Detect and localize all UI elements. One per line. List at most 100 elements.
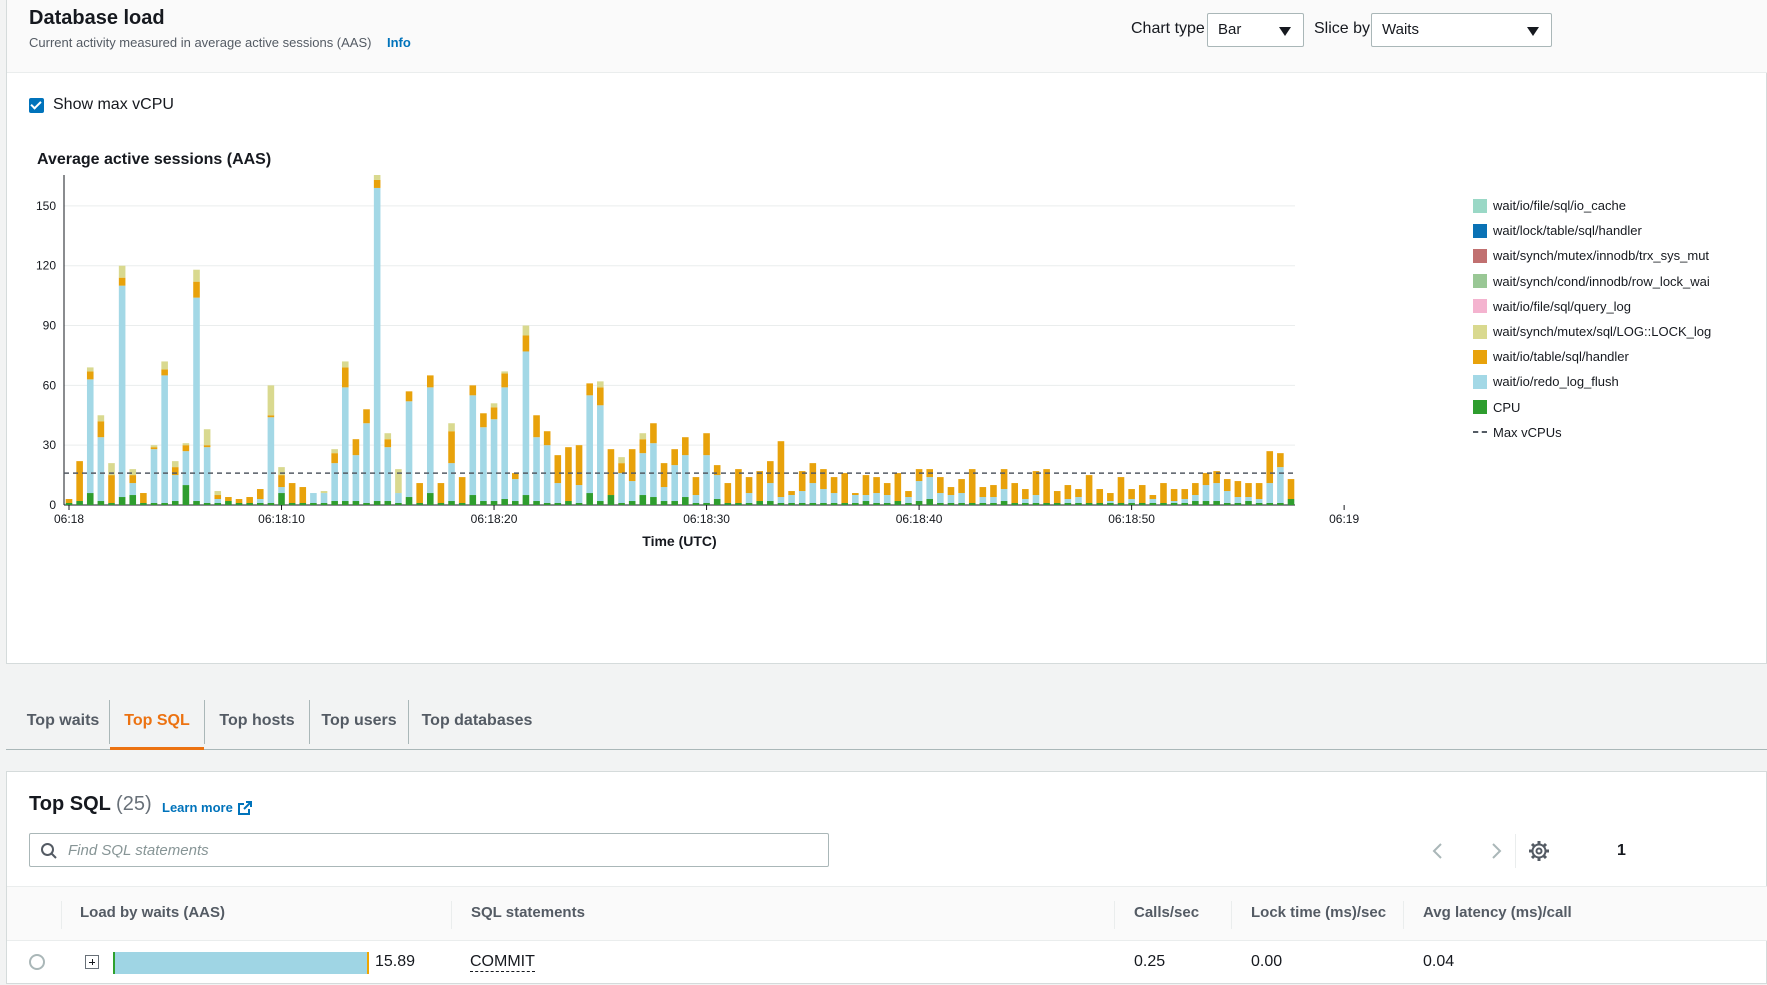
bar-segment-cpu: [1170, 503, 1178, 505]
bar-segment-redo-log-flush: [937, 493, 944, 504]
bar-segment-redo-log-flush: [522, 351, 530, 496]
bar-segment-lock-log: [171, 461, 179, 468]
bar-segment-redo-log-flush: [554, 483, 562, 504]
column-load-by-waits[interactable]: Load by waits (AAS): [80, 904, 226, 921]
sql-statement-link[interactable]: COMMIT: [470, 953, 535, 972]
previous-page-icon[interactable]: [1431, 841, 1445, 861]
external-link-icon: [237, 800, 252, 815]
tab-top-sql[interactable]: Top SQL: [110, 700, 204, 750]
legend-item[interactable]: wait/lock/table/sql/handler: [1473, 218, 1763, 243]
bar-segment-table-handler: [76, 461, 83, 502]
bar-segment-lock-log: [320, 491, 328, 494]
bar-segment-table-handler: [639, 439, 647, 454]
bar-segment-redo-log-flush: [575, 485, 583, 504]
legend-label: wait/synch/mutex/innodb/trx_sys_mut: [1493, 248, 1710, 264]
bar-segment-cpu: [937, 503, 944, 505]
legend-item[interactable]: wait/io/file/sql/query_log: [1473, 294, 1763, 319]
bar-segment-cpu: [1223, 503, 1231, 505]
gear-icon[interactable]: [1528, 840, 1550, 862]
bar-segment-cpu: [745, 503, 753, 505]
tab-top-databases[interactable]: Top databases: [421, 712, 533, 729]
show-max-vcpu-row[interactable]: Show max vCPU: [29, 96, 174, 114]
bar-segment-cpu: [490, 501, 498, 505]
bar-segment-cpu: [171, 501, 179, 505]
x-axis-title: Time (UTC): [642, 533, 716, 549]
legend-item[interactable]: wait/synch/mutex/innodb/trx_sys_mut: [1473, 243, 1763, 268]
bar-segment-redo-log-flush: [533, 437, 540, 502]
show-max-vcpu-checkbox[interactable]: [29, 97, 44, 113]
learn-more-link[interactable]: Learn more: [162, 800, 252, 815]
legend-item[interactable]: wait/io/file/sql/io_cache: [1473, 193, 1763, 218]
bar-segment-table-handler: [830, 477, 838, 494]
sql-search-input[interactable]: [66, 834, 816, 866]
bar-segment-cpu: [628, 501, 636, 505]
bar-segment-redo-log-flush: [267, 417, 275, 504]
bar-segment-lock-log: [501, 371, 508, 374]
bar-segment-lock-log: [267, 385, 275, 416]
legend-label: Max vCPUs: [1493, 424, 1562, 440]
bar-segment-cpu: [97, 501, 105, 505]
top-dimension-tabs: Top waits Top SQL Top hosts Top users To…: [6, 672, 1767, 750]
next-page-icon[interactable]: [1489, 841, 1503, 861]
bar-segment-table-handler: [1170, 489, 1178, 502]
legend-item[interactable]: wait/io/redo_log_flush: [1473, 369, 1763, 394]
table-row[interactable]: 15.89 COMMIT 0.25 0.00 0.04: [7, 941, 1767, 985]
bar-segment-cpu: [235, 503, 243, 505]
bar-segment-table-handler: [225, 497, 232, 502]
bar-segment-table-handler: [501, 373, 508, 388]
bar-segment-table-handler: [1117, 477, 1125, 504]
bar-segment-redo-log-flush: [682, 455, 689, 498]
legend-item[interactable]: wait/synch/mutex/sql/LOG::LOCK_log: [1473, 319, 1763, 344]
slice-by-select[interactable]: Waits: [1371, 13, 1552, 47]
bar-segment-cpu: [979, 503, 987, 505]
tab-top-users[interactable]: Top users: [321, 712, 397, 729]
bar-segment-table-handler: [1160, 483, 1167, 504]
bar-segment-cpu: [767, 501, 774, 505]
legend-item-max-vcpus[interactable]: Max vCPUs: [1473, 420, 1763, 445]
chart-legend: wait/io/file/sql/io_cache wait/lock/table…: [1473, 193, 1763, 445]
bar-segment-redo-log-flush: [926, 477, 934, 500]
info-link[interactable]: Info: [387, 35, 411, 50]
legend-item[interactable]: wait/synch/cond/innodb/row_lock_wai: [1473, 269, 1763, 294]
column-avg-latency[interactable]: Avg latency (ms)/call: [1423, 904, 1572, 921]
bar-segment-cpu: [618, 503, 625, 505]
bar-segment-cpu: [1213, 501, 1220, 505]
bar-segment-redo-log-flush: [767, 483, 774, 502]
bar-segment-table-handler: [745, 477, 753, 494]
caret-down-icon: [1279, 27, 1291, 36]
bar-segment-cpu: [724, 503, 732, 505]
bar-segment-cpu: [692, 503, 700, 505]
bar-segment-table-handler: [575, 445, 583, 486]
legend-item[interactable]: wait/io/table/sql/handler: [1473, 344, 1763, 369]
column-sql-statements[interactable]: SQL statements: [471, 904, 585, 921]
legend-item[interactable]: CPU: [1473, 395, 1763, 420]
bar-segment-redo-log-flush: [426, 387, 434, 494]
tab-top-hosts[interactable]: Top hosts: [219, 712, 295, 729]
bar-segment-redo-log-flush: [703, 455, 710, 504]
bar-segment-cpu: [426, 493, 434, 505]
bar-segment-cpu: [841, 503, 848, 505]
expand-row-icon[interactable]: [85, 955, 99, 969]
bar-segment-lock-log: [618, 457, 625, 464]
bar-segment-cpu: [1287, 499, 1295, 505]
bar-segment-cpu: [288, 503, 296, 505]
bar-segment-redo-log-flush: [363, 423, 370, 504]
bar-segment-redo-log-flush: [862, 495, 870, 502]
column-calls-per-sec[interactable]: Calls/sec: [1134, 904, 1200, 921]
chart-type-select[interactable]: Bar: [1207, 13, 1304, 47]
current-page-number[interactable]: 1: [1617, 842, 1626, 859]
tab-top-waits[interactable]: Top waits: [26, 712, 100, 729]
bar-segment-redo-log-flush: [873, 493, 880, 504]
load-bar: [113, 952, 369, 974]
database-load-panel: Database load Current activity measured …: [6, 0, 1767, 664]
y-tick-label: 0: [49, 498, 56, 512]
column-lock-time[interactable]: Lock time (ms)/sec: [1251, 904, 1387, 921]
bar-segment-redo-log-flush: [1107, 501, 1114, 504]
sql-search-box[interactable]: [29, 833, 829, 867]
search-icon: [41, 843, 57, 859]
bar-segment-table-handler: [331, 453, 338, 464]
legend-swatch: [1473, 248, 1487, 263]
avg-latency-value: 0.04: [1423, 953, 1455, 970]
row-select-radio[interactable]: [29, 954, 45, 970]
bar-segment-table-handler: [798, 471, 806, 492]
